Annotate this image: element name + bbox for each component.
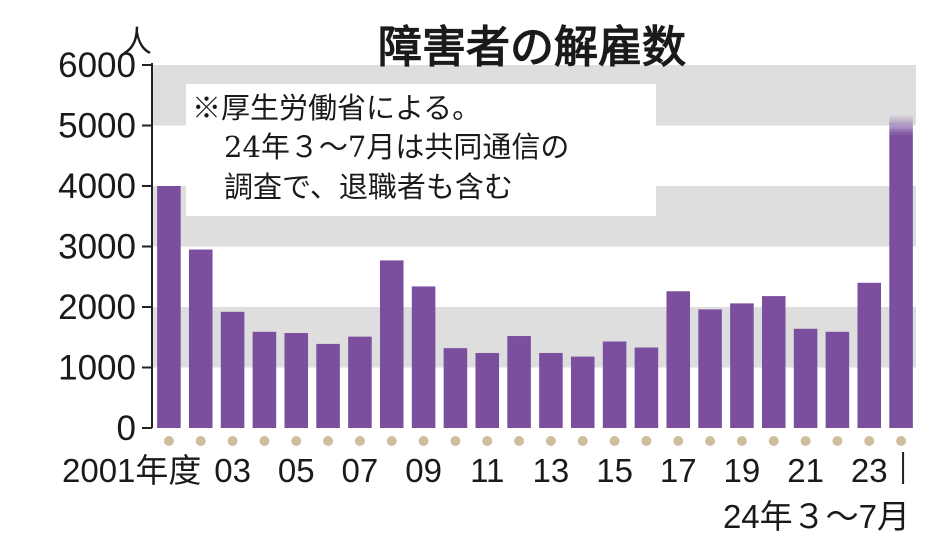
y-tick-label: 6000	[58, 46, 136, 85]
y-tick-labels: 0 1000 2000 3000 4000 5000 6000	[58, 46, 136, 448]
bar	[539, 352, 563, 428]
category-dot	[864, 436, 875, 446]
bars-group	[157, 114, 913, 429]
x-tick-label: 05	[278, 452, 315, 489]
bar	[570, 356, 595, 428]
bar	[507, 336, 531, 428]
x-tick-label: 11	[470, 452, 504, 489]
y-axis	[142, 63, 153, 429]
bar	[348, 336, 372, 428]
note-line-3: 調査で、退職者も含む	[224, 170, 513, 204]
x-tick-label: 23	[851, 452, 888, 489]
x-tick-label: 03	[214, 452, 251, 489]
bar	[857, 282, 882, 428]
category-dot	[323, 436, 334, 446]
category-dot	[227, 436, 238, 446]
x-tick-label: 24年３～7月	[723, 498, 910, 535]
bar	[889, 134, 913, 429]
bar	[730, 303, 754, 428]
bar	[220, 311, 245, 428]
bar	[316, 343, 340, 428]
y-tick-label: 0	[117, 409, 136, 448]
category-dot	[545, 436, 556, 446]
category-dot	[195, 436, 206, 446]
category-dots	[163, 436, 907, 446]
y-tick-label: 4000	[58, 167, 136, 206]
category-dot	[514, 436, 525, 446]
category-dot	[641, 436, 652, 446]
note-background	[186, 84, 656, 216]
category-dot	[896, 436, 907, 446]
bar	[284, 333, 309, 428]
x-tick-label: 2001年度	[62, 452, 201, 489]
bar	[698, 309, 722, 428]
x-tick-label: 17	[660, 452, 697, 489]
bar	[443, 348, 468, 428]
category-dot	[609, 436, 620, 446]
category-dot	[163, 436, 174, 446]
note-line-2: 24年３～7月は共同通信の	[224, 130, 569, 164]
category-dot	[736, 436, 747, 446]
category-dot	[386, 436, 397, 446]
x-tick-label: 09	[405, 452, 442, 489]
x-tick-label: 13	[533, 452, 570, 489]
bar	[666, 291, 691, 428]
bar-fade-top	[889, 114, 913, 135]
bar	[188, 249, 213, 428]
category-dot	[354, 436, 365, 446]
y-axis-unit: 人	[122, 25, 152, 60]
bar	[602, 341, 627, 428]
category-dot	[832, 436, 843, 446]
category-dot	[450, 436, 461, 446]
bar	[157, 186, 181, 428]
bar	[634, 347, 659, 428]
category-dot	[482, 436, 493, 446]
y-tick-label: 1000	[58, 349, 136, 388]
x-tick-label: 07	[342, 452, 379, 489]
category-dot	[800, 436, 811, 446]
x-tick-label: 21	[787, 452, 824, 489]
bar	[825, 331, 850, 428]
y-tick-label: 3000	[58, 228, 136, 267]
bar	[379, 260, 404, 428]
bar	[793, 328, 818, 428]
x-tick-labels: 2001年度 03 05 07 09 11 13 15 17 19 21 23 24年３～7月	[62, 452, 910, 535]
y-tick-label: 2000	[58, 288, 136, 327]
grid-band	[152, 307, 916, 368]
category-dot	[673, 436, 684, 446]
category-dot	[418, 436, 429, 446]
note-line-1: ※厚生労働省による。	[192, 91, 481, 125]
category-dot	[705, 436, 716, 446]
category-dot	[577, 436, 588, 446]
chart-title: 障害者の解雇数	[378, 22, 686, 73]
bar	[252, 331, 277, 428]
y-tick-label: 5000	[58, 107, 136, 146]
category-dot	[768, 436, 779, 446]
bar	[761, 296, 786, 428]
category-dot	[259, 436, 270, 446]
bar	[411, 286, 436, 428]
x-tick-label: 15	[596, 452, 633, 489]
bar	[475, 352, 500, 428]
category-dot	[291, 436, 302, 446]
x-tick-label: 19	[724, 452, 761, 489]
